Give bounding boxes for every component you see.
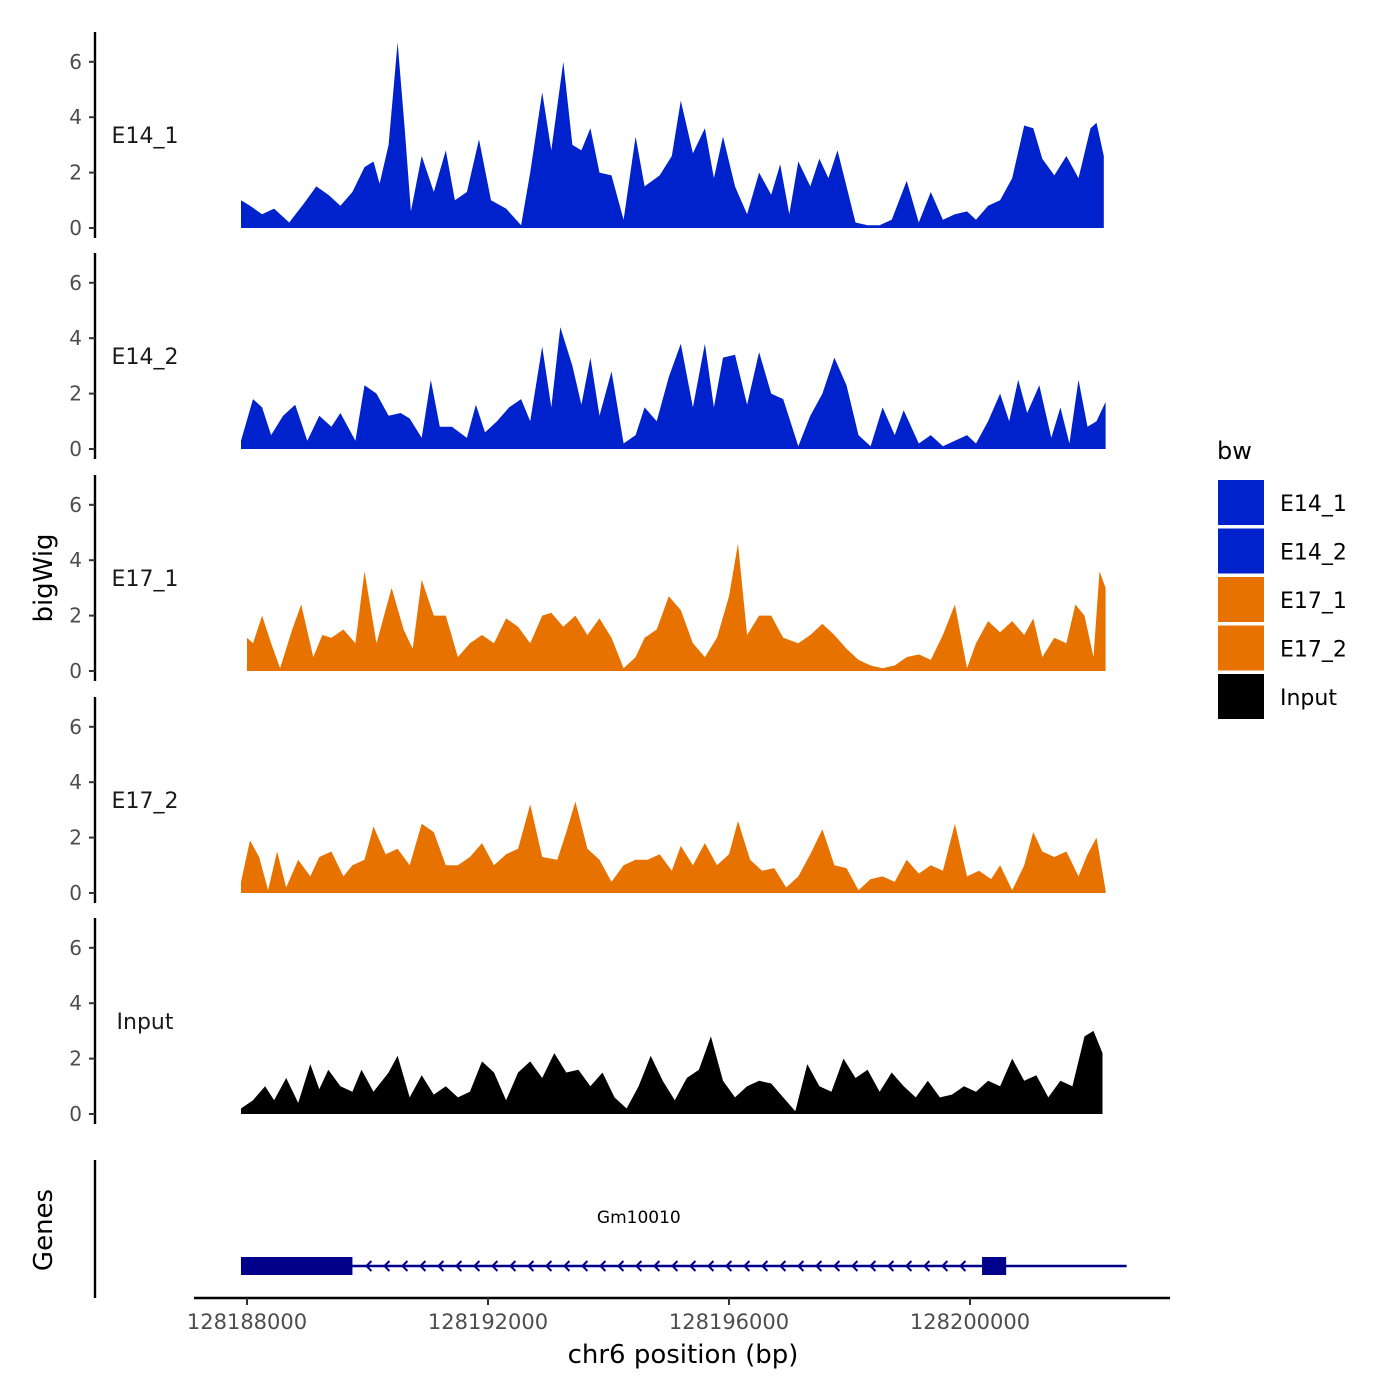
- track-panel-e17_2: 0 2 4 6 E17_2: [69, 697, 1106, 905]
- y-tick-label: 2: [69, 161, 82, 185]
- legend-label: E17_1: [1280, 589, 1347, 614]
- track-label: E14_2: [112, 345, 179, 370]
- strand-arrow: [689, 1260, 697, 1272]
- strand-arrow: [401, 1260, 409, 1272]
- strand-arrow: [563, 1260, 571, 1272]
- strand-arrow: [491, 1260, 499, 1272]
- exon: [240, 1257, 353, 1275]
- strand-arrow: [455, 1260, 463, 1272]
- legend-key-e14_2: [1218, 528, 1264, 574]
- strand-arrow: [635, 1260, 643, 1272]
- strand-arrow: [617, 1260, 625, 1272]
- area-e14_2: [241, 327, 1106, 449]
- track-label: E17_1: [112, 567, 179, 592]
- track-label: Input: [117, 1010, 174, 1035]
- x-axis: 128188000 128192000 128196000 128200000: [187, 1296, 1170, 1334]
- legend-key-e17_2: [1218, 625, 1264, 671]
- legend-label: Input: [1280, 686, 1337, 711]
- strand-arrow: [779, 1260, 787, 1272]
- y-tick-label: 4: [69, 548, 82, 572]
- y-tick-label: 2: [69, 382, 82, 406]
- exon: [982, 1257, 1007, 1275]
- strand-arrow: [671, 1260, 679, 1272]
- strand-arrow: [383, 1260, 391, 1272]
- track-panel-input: 0 2 4 6 Input: [69, 918, 1103, 1126]
- y-tick-label: 6: [69, 936, 82, 960]
- strand-arrow: [959, 1260, 967, 1272]
- y-tick-label: 6: [69, 715, 82, 739]
- genes-axis-title: Genes: [29, 1189, 59, 1271]
- legend: bw E14_1 E14_2 E17_1 E17_2 Input: [1217, 437, 1347, 719]
- y-tick-label: 6: [69, 50, 82, 74]
- strand-arrow: [653, 1260, 661, 1272]
- y-tick-label: 2: [69, 1047, 82, 1071]
- strand-arrow: [833, 1260, 841, 1272]
- y-tick-label: 2: [69, 604, 82, 628]
- y-tick-label: 6: [69, 271, 82, 295]
- track-panel-e17_1: 0 2 4 6 E17_1: [69, 475, 1106, 683]
- legend-label: E14_1: [1280, 492, 1347, 517]
- y-tick-label: 2: [69, 826, 82, 850]
- strand-arrow: [437, 1260, 445, 1272]
- legend-title: bw: [1217, 437, 1252, 465]
- strand-arrow: [761, 1260, 769, 1272]
- y-tick-label: 0: [69, 437, 82, 461]
- y-tick-label: 4: [69, 991, 82, 1015]
- strand-arrow: [941, 1260, 949, 1272]
- track-panel-e14_1: 0 2 4 6 E14_1: [69, 32, 1104, 240]
- track-panels: 0 2 4 6 E14_1 0 2 4 6 E14_2 0 2 4 6 E17_1 0 2 4 6 E17_2 0 2 4 6…: [69, 32, 1106, 1126]
- area-e17_2: [241, 801, 1106, 893]
- strand-arrow: [365, 1260, 373, 1272]
- y-tick-label: 0: [69, 1102, 82, 1126]
- y-axis-title: bigWig: [29, 533, 59, 622]
- area-input: [241, 1030, 1103, 1114]
- y-tick-label: 4: [69, 105, 82, 129]
- x-tick-label: 128188000: [187, 1310, 307, 1334]
- legend-label: E14_2: [1280, 541, 1347, 566]
- strand-arrow: [419, 1260, 427, 1272]
- legend-key-input: [1218, 674, 1264, 719]
- strand-arrow: [527, 1260, 535, 1272]
- gene-track: Gm10010: [93, 1160, 1127, 1298]
- strand-arrow: [887, 1260, 895, 1272]
- x-axis-title: chr6 position (bp): [568, 1340, 799, 1370]
- y-tick-label: 6: [69, 493, 82, 517]
- strand-arrow: [869, 1260, 877, 1272]
- y-tick-label: 0: [69, 659, 82, 683]
- strand-arrow: [509, 1260, 517, 1272]
- strand-arrow: [743, 1260, 751, 1272]
- x-tick-label: 128200000: [910, 1310, 1030, 1334]
- gene-name-label: Gm10010: [597, 1208, 681, 1228]
- strand-arrow: [707, 1260, 715, 1272]
- track-label: E17_2: [112, 789, 179, 814]
- y-tick-label: 0: [69, 216, 82, 240]
- y-tick-label: 0: [69, 881, 82, 905]
- strand-arrow: [599, 1260, 607, 1272]
- strand-arrow: [581, 1260, 589, 1272]
- strand-arrow: [797, 1260, 805, 1272]
- strand-arrow: [905, 1260, 913, 1272]
- track-label: E14_1: [112, 124, 179, 149]
- y-tick-label: 4: [69, 770, 82, 794]
- strand-arrow: [725, 1260, 733, 1272]
- legend-label: E17_2: [1280, 638, 1347, 663]
- strand-arrow: [851, 1260, 859, 1272]
- strand-arrow: [923, 1260, 931, 1272]
- area-e14_1: [241, 42, 1104, 229]
- strand-arrow: [545, 1260, 553, 1272]
- area-e17_1: [247, 543, 1106, 671]
- strand-arrow: [473, 1260, 481, 1272]
- gene-gm10010: Gm10010: [240, 1208, 1127, 1275]
- legend-key-e17_1: [1218, 577, 1264, 622]
- track-panel-e14_2: 0 2 4 6 E14_2: [69, 253, 1106, 461]
- y-tick-label: 4: [69, 326, 82, 350]
- legend-key-e14_1: [1218, 480, 1264, 525]
- x-tick-label: 128192000: [428, 1310, 548, 1334]
- x-tick-label: 128196000: [669, 1310, 789, 1334]
- strand-arrow: [815, 1260, 823, 1272]
